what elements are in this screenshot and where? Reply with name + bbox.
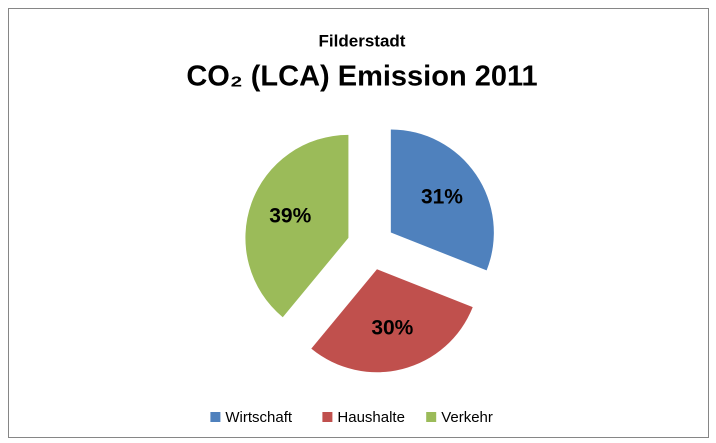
chart-subtitle: CO₂ (LCA) Emission 2011 xyxy=(186,61,537,93)
legend-swatch xyxy=(426,412,437,422)
chart-title: Filderstadt xyxy=(319,31,406,50)
pie-slice xyxy=(390,129,494,271)
legend-label: Verkehr xyxy=(441,409,493,426)
data-label: 31% xyxy=(421,185,463,208)
legend-swatch xyxy=(322,412,333,422)
legend-swatch xyxy=(210,412,221,422)
data-label: 39% xyxy=(269,204,311,227)
legend-label: Wirtschaft xyxy=(225,409,293,426)
pie-slice xyxy=(311,269,473,373)
legend-label: Haushalte xyxy=(337,409,405,426)
pie-slice xyxy=(245,134,349,318)
data-label: 30% xyxy=(371,317,413,340)
